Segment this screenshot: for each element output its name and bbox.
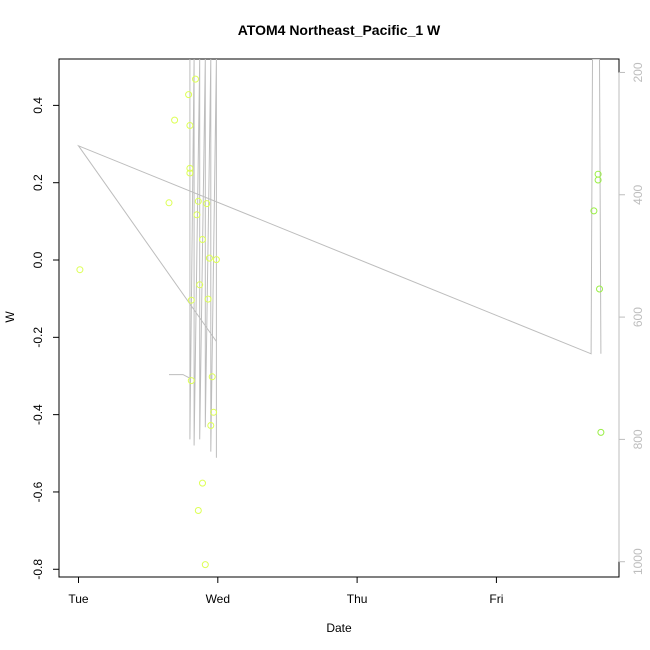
data-point-22 — [210, 408, 218, 416]
data-point-23 — [212, 256, 220, 264]
x-tick-label: Wed — [206, 592, 230, 606]
data-point-18 — [204, 295, 212, 303]
x-axis-label: Date — [326, 621, 352, 635]
y-axis-label: W — [3, 311, 17, 323]
x-axis: Tue Wed Thu Fri — [68, 576, 503, 606]
chart-title: ATOM4 Northeast_Pacific_1 W — [238, 22, 441, 38]
data-point-17 — [203, 200, 211, 208]
plot-area — [58, 58, 620, 578]
secondary-y-axis: 200 400 600 800 1000 — [618, 62, 645, 575]
data-point-24 — [590, 207, 598, 215]
data-point-28 — [597, 428, 605, 436]
y2-tick-label: 1000 — [631, 548, 645, 575]
y-axis: 0.4 0.2 0.0 -0.2 -0.4 -0.6 -0.8 — [31, 97, 60, 580]
data-point-10 — [193, 211, 201, 219]
data-point-20 — [207, 422, 215, 429]
data-point-26 — [594, 170, 602, 178]
x-tick-label: Tue — [68, 592, 89, 606]
data-point-15 — [199, 236, 206, 243]
data-point-21 — [208, 373, 216, 381]
data-point-4 — [186, 122, 194, 129]
data-point-5 — [186, 164, 194, 172]
data-point-14 — [199, 479, 206, 487]
y-tick-label: -0.4 — [31, 404, 45, 425]
y-tick-label: -0.6 — [31, 481, 45, 502]
data-point-7 — [187, 296, 195, 304]
data-point-16 — [201, 561, 209, 569]
data-point-6 — [186, 169, 194, 177]
data-point-19 — [205, 254, 213, 262]
y2-tick-label: 200 — [631, 62, 645, 82]
plot-frame — [58, 58, 620, 578]
y-tick-label: 0.4 — [31, 97, 45, 114]
data-point-8 — [187, 377, 195, 385]
y-tick-label: 0.0 — [31, 251, 45, 268]
series-line — [77, 59, 602, 458]
y2-tick-label: 600 — [631, 307, 645, 327]
data-point-1 — [165, 199, 173, 207]
data-point-9 — [192, 75, 199, 83]
data-point-0 — [76, 266, 84, 274]
data-point-3 — [185, 91, 193, 99]
x-tick-label: Fri — [489, 592, 503, 606]
data-point-11 — [194, 197, 202, 205]
y-tick-label: 0.2 — [31, 174, 45, 191]
y2-tick-label: 800 — [631, 429, 645, 449]
data-point-27 — [596, 285, 603, 293]
x-tick-label: Thu — [347, 592, 368, 606]
y2-tick-label: 400 — [631, 184, 645, 204]
data-point-2 — [171, 116, 179, 124]
data-point-12 — [196, 281, 204, 289]
y-tick-label: -0.2 — [31, 327, 45, 348]
y-tick-label: -0.8 — [31, 559, 45, 580]
data-point-13 — [194, 507, 202, 514]
